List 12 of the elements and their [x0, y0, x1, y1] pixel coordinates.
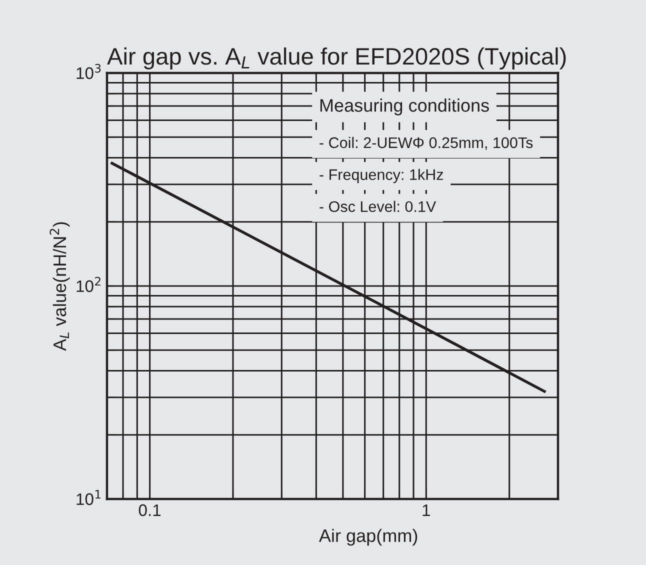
chart-title: Air gap vs. A$_{L}$ value for EFD2020S (Typical) [107, 47, 566, 70]
annotation: Measuring conditions [320, 98, 489, 116]
y-tick-label: 10$^{3}$ [76, 64, 101, 80]
annotation: - Osc Level: 0.1V [320, 200, 436, 212]
y-tick-label: 10$^{2}$ [76, 276, 100, 292]
x-axis-title: Air gap(mm) [318, 528, 418, 546]
x-tick-label: 0.1 [138, 504, 161, 516]
annotation: - Coil: 2-UEWΦ 0.25mm, 100Ts [320, 136, 533, 150]
y-axis-title: A$_{L}$ value(nH/N$^{2}$) [50, 222, 70, 351]
x-tick-label: 1 [422, 504, 430, 516]
annotation: - Frequency: 1kHz [320, 168, 444, 184]
y-tick-label: 10$^{1}$ [76, 490, 101, 506]
